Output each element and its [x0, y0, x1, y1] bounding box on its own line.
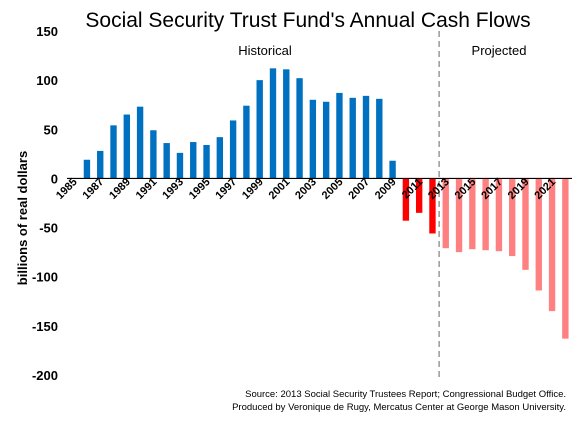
y-tick-label: 0 — [51, 171, 58, 186]
y-tick-label: -150 — [32, 319, 58, 334]
x-tick-label: 2001 — [267, 176, 293, 202]
bar-2001 — [283, 69, 290, 179]
x-tick-label: 1999 — [240, 176, 266, 202]
y-tick-label: -50 — [39, 221, 58, 236]
bar-2003 — [309, 99, 317, 179]
bar-2009 — [389, 160, 396, 179]
y-tick-label: 150 — [36, 24, 58, 39]
bar-2013 — [442, 178, 449, 249]
bar-2021 — [548, 178, 556, 312]
region-label-projected: Projected — [472, 43, 527, 58]
bar-1986 — [83, 159, 91, 179]
bar-2006 — [349, 97, 356, 179]
bar-1991 — [150, 130, 157, 179]
bar-2019 — [522, 178, 529, 270]
bar-1989 — [123, 114, 130, 179]
bar-2016 — [482, 178, 489, 251]
bar-2000 — [269, 68, 277, 179]
bar-1987 — [97, 150, 104, 179]
bar-1999 — [256, 80, 263, 179]
bar-2014 — [455, 178, 463, 253]
bar-1993 — [176, 152, 184, 179]
y-tick-label: -200 — [32, 368, 58, 383]
x-tick-label: 2005 — [320, 176, 346, 202]
x-tick-label: 2003 — [293, 176, 319, 202]
x-tick-label: 1995 — [187, 176, 213, 202]
x-tick-label: 1989 — [107, 176, 133, 202]
bar-2015 — [469, 178, 476, 250]
bar-2020 — [535, 178, 542, 291]
bar-2017 — [495, 178, 503, 252]
bar-2005 — [336, 92, 343, 179]
x-tick-label: 1991 — [134, 176, 160, 202]
bar-1988 — [110, 125, 117, 179]
bar-1997 — [229, 120, 237, 179]
bar-2010 — [402, 178, 410, 221]
bar-2004 — [322, 101, 330, 179]
bar-1996 — [216, 137, 224, 179]
bars — [83, 68, 569, 339]
bar-2008 — [376, 98, 383, 179]
bar-2011 — [415, 178, 423, 213]
x-tick-label: 1993 — [160, 176, 186, 202]
bar-2022 — [562, 178, 569, 339]
bar-2002 — [296, 78, 303, 179]
source-line-1: Source: 2013 Social Security Trustees Re… — [245, 389, 566, 400]
bar-1994 — [190, 142, 197, 179]
bar-1995 — [203, 145, 210, 179]
y-axis-ticks: 150 100 50 0 -50 -100 -150 -200 — [32, 24, 58, 383]
y-tick-label: 100 — [36, 73, 58, 88]
x-tick-label: 1997 — [213, 176, 239, 202]
x-tick-label: 1987 — [81, 176, 107, 202]
bar-1992 — [163, 143, 170, 179]
y-axis-label: billions of real dollars — [15, 151, 30, 285]
bar-2012 — [429, 178, 436, 234]
chart-title: Social Security Trust Fund's Annual Cash… — [85, 9, 530, 32]
bar-1998 — [243, 105, 250, 179]
source-line-2: Produced by Veronique de Rugy, Mercatus … — [232, 402, 566, 413]
x-tick-label: 2007 — [346, 176, 372, 202]
bar-2018 — [509, 178, 516, 257]
bar-1990 — [136, 106, 144, 179]
bar-2007 — [362, 95, 370, 179]
y-tick-label: 50 — [44, 122, 58, 137]
y-tick-label: -100 — [32, 270, 58, 285]
region-label-historical: Historical — [238, 43, 292, 58]
x-tick-label: 2009 — [373, 176, 399, 202]
